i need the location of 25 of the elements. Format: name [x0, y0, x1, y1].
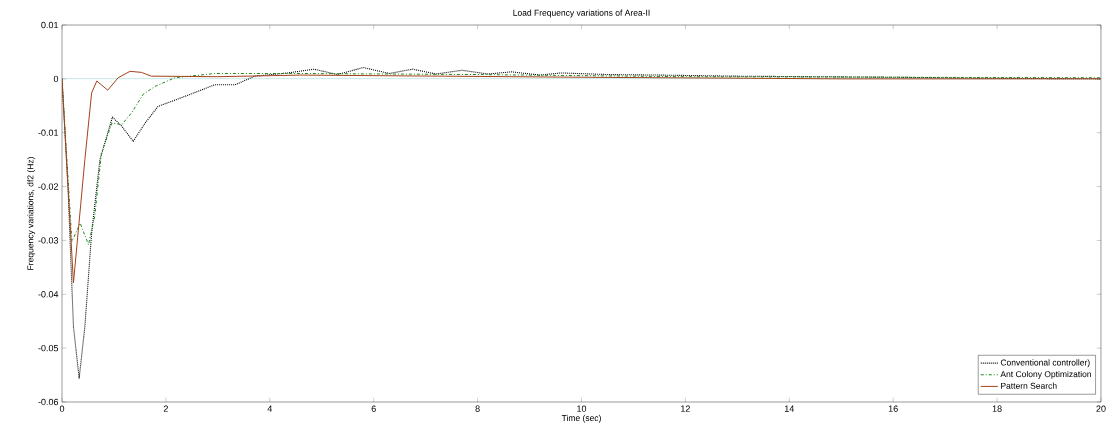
y-tick-label: -0.01 [38, 129, 59, 136]
x-tick-label: 18 [992, 405, 1002, 412]
x-tick-label: 10 [577, 405, 587, 412]
x-tick-label: 0 [59, 405, 65, 412]
x-tick-label: 8 [475, 405, 480, 412]
legend-label: Ant Colony Optimization [1000, 370, 1091, 379]
x-tick-label: 20 [1096, 405, 1106, 412]
legend-label: Conventional controller) [1000, 359, 1090, 368]
y-tick-label: 0 [53, 75, 59, 83]
x-tick-label: 6 [371, 405, 376, 412]
legend-label: Pattern Search [1001, 382, 1057, 389]
y-tick-label: -0.04 [38, 291, 59, 298]
y-tick-label: -0.05 [38, 344, 59, 352]
y-tick-label: 0.01 [41, 21, 59, 29]
x-tick-label: 14 [784, 405, 795, 412]
x-tick-label: 12 [681, 405, 690, 412]
x-tick-label: 4 [267, 405, 273, 412]
y-tick-label: -0.02 [38, 183, 59, 190]
chart-title: Load Frequency variations of Area-II [513, 9, 650, 18]
y-axis-title: Frequency variations, df2 (Hz) [27, 157, 36, 270]
x-tick-label: 2 [163, 405, 168, 412]
y-tick-label: -0.06 [38, 398, 59, 406]
x-tick-label: 16 [888, 405, 898, 412]
x-axis-title: Time (sec) [561, 414, 601, 423]
y-tick-label: -0.03 [38, 237, 59, 244]
